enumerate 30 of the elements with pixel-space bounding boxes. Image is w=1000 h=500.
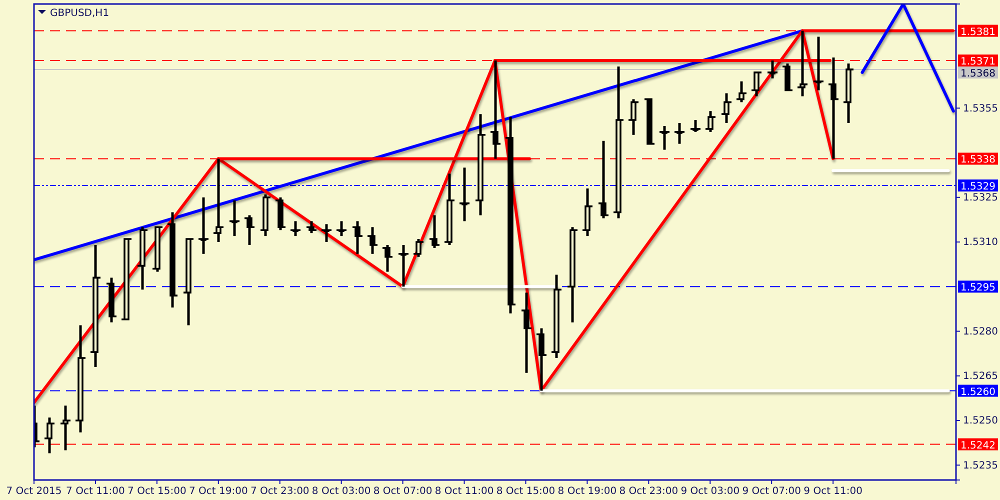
x-tick-label: 9 Oct 07:00 [742,486,802,498]
x-tick-label: 7 Oct 11:00 [66,486,125,498]
ref-line-label: 1.5242 [960,440,996,452]
x-tick-label: 9 Oct 03:00 [680,486,740,498]
ref-line-label: 1.5260 [960,386,996,398]
x-tick-label: 7 Oct 2015 [6,486,62,498]
x-tick-label: 7 Oct 19:00 [188,486,248,498]
x-tick-label: 7 Oct 15:00 [128,486,186,498]
x-tick-label: 8 Oct 11:00 [434,486,494,498]
x-tick-label: 9 Oct 11:00 [804,486,862,498]
ref-line-label: 1.5381 [960,26,996,38]
ref-line-label: 1.5371 [960,56,996,68]
y-tick-label: 1.5310 [963,237,998,248]
x-tick-label: 8 Oct 15:00 [496,486,556,498]
ref-line-label: 1.5329 [960,181,996,192]
y-tick-label: 1.5325 [963,192,998,204]
x-tick-label: 8 Oct 03:00 [312,486,371,498]
y-tick-label: 1.5250 [963,416,998,427]
chart-title: GBPUSD,H1 [50,8,110,19]
x-tick-label: 8 Oct 19:00 [558,486,617,498]
y-tick-label: 1.5355 [963,103,998,114]
ref-line-label: 1.5368 [960,68,996,80]
x-tick-label: 8 Oct 23:00 [619,486,678,498]
y-tick-label: 1.5280 [963,326,998,338]
ref-line-label: 1.5295 [960,282,996,294]
x-tick-label: 8 Oct 07:00 [373,486,432,498]
x-tick-label: 7 Oct 23:00 [250,486,310,498]
y-tick-label: 1.5235 [963,460,998,472]
ref-line-label: 1.5338 [960,154,996,166]
y-tick-label: 1.5265 [963,371,998,382]
